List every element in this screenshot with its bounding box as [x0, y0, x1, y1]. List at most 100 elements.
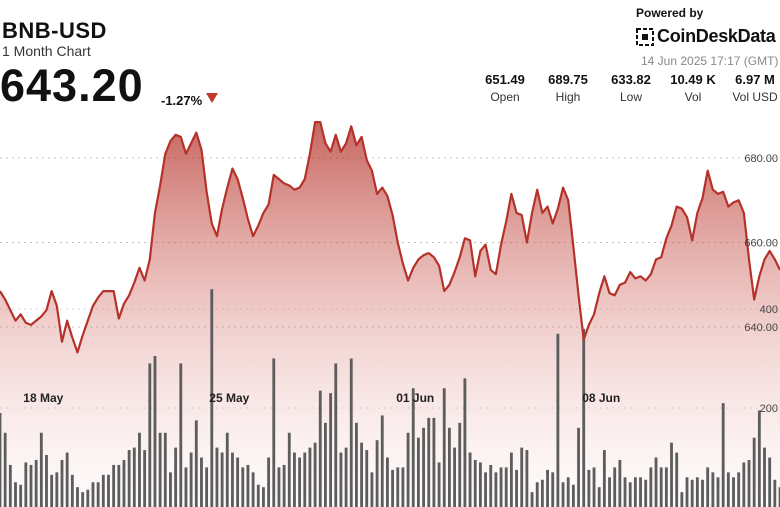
volume-bar	[220, 452, 224, 507]
stat-value: 633.82	[611, 72, 651, 87]
volume-bar	[380, 415, 384, 507]
volume-bar	[375, 440, 379, 507]
volume-bar	[339, 452, 343, 507]
volume-bar	[597, 487, 601, 507]
volume-bar	[701, 479, 704, 507]
volume-bar	[504, 467, 508, 507]
volume-bar	[453, 447, 456, 507]
volume-bar	[680, 492, 684, 507]
volume-bar	[14, 482, 17, 507]
volume-bar	[313, 442, 317, 507]
volume-bar	[0, 412, 2, 507]
volume-bar	[577, 427, 580, 507]
volume-bar	[561, 482, 565, 507]
volume-bar	[344, 447, 348, 507]
volume-bar	[484, 472, 487, 507]
volume-bar	[272, 358, 276, 507]
volume-bar	[34, 459, 38, 507]
volume-tick-label: 200	[760, 403, 778, 415]
volume-bar	[778, 487, 780, 507]
volume-bar	[463, 378, 467, 507]
volume-bar	[194, 420, 198, 507]
date-tick-label: 18 May	[23, 391, 63, 405]
volume-bar	[386, 457, 389, 507]
volume-bar	[530, 492, 534, 507]
price-tick-label: 660.00	[744, 238, 778, 250]
volume-bar	[334, 363, 338, 507]
volume-bar	[757, 410, 761, 507]
volume-bar	[468, 452, 472, 507]
stat-value: 6.97 M	[735, 72, 775, 87]
volume-bar	[298, 457, 302, 507]
volume-bar	[96, 482, 100, 507]
axis-labels: 640.00 660.00 680.00 200 400 18 May 25 May 01 J…	[23, 153, 778, 415]
volume-bars	[0, 289, 780, 507]
stat-high: 689.75 High	[533, 72, 603, 104]
volume-bar	[675, 452, 679, 507]
volume-bar	[158, 432, 162, 507]
volume-bar	[231, 452, 234, 507]
current-price: 643.20	[0, 60, 144, 111]
volume-bar	[365, 450, 369, 507]
volume-bar	[742, 462, 746, 507]
volume-bar	[241, 467, 245, 507]
volume-bar	[45, 455, 48, 507]
volume-bar	[582, 328, 586, 507]
volume-bar	[721, 403, 725, 507]
volume-bar	[659, 467, 663, 507]
stat-low: 633.82 Low	[596, 72, 666, 104]
volume-bar	[602, 450, 606, 507]
volume-bar	[81, 492, 85, 507]
volume-bar	[169, 472, 172, 507]
volume-bar	[29, 464, 33, 507]
volume-bar	[732, 477, 735, 507]
volume-bar	[608, 477, 611, 507]
volume-bar	[19, 484, 23, 507]
volume-bar	[318, 390, 322, 507]
volume-bar	[437, 462, 441, 507]
volume-bar	[478, 462, 482, 507]
volume-bar	[308, 447, 312, 507]
volume-bar	[649, 467, 653, 507]
volume-bar	[200, 457, 203, 507]
volume-bar	[695, 477, 699, 507]
volume-tick-label: 400	[760, 304, 778, 316]
price-change: -1.27%	[161, 93, 203, 108]
volume-bar	[267, 457, 271, 507]
volume-bar	[277, 467, 281, 507]
volume-bar	[349, 358, 353, 507]
volume-bar	[427, 417, 431, 507]
volume-bar	[143, 450, 147, 507]
volume-bar	[515, 469, 518, 507]
volume-bar	[303, 452, 307, 507]
price-tick-label: 640.00	[744, 322, 778, 334]
volume-bar	[401, 467, 405, 507]
volume-bar	[685, 477, 689, 507]
volume-bar	[65, 452, 69, 507]
volume-bar	[711, 472, 715, 507]
volume-bar	[644, 479, 648, 507]
volume-bar	[86, 489, 90, 507]
volume-bar	[489, 464, 493, 507]
volume-bar	[225, 432, 229, 507]
volume-bar	[70, 474, 74, 507]
stat-label: Vol	[684, 90, 702, 104]
volume-bar	[494, 472, 498, 507]
date-tick-label: 25 May	[209, 391, 249, 405]
volume-bar	[571, 484, 575, 507]
volume-bar	[246, 464, 250, 507]
volume-bar	[76, 487, 79, 507]
volume-bar	[639, 477, 642, 507]
powered-by-label: Powered by	[636, 6, 704, 20]
volume-bar	[153, 356, 157, 507]
volume-bar	[262, 487, 265, 507]
volume-bar	[215, 447, 219, 507]
volume-bar	[623, 477, 627, 507]
volume-bar	[416, 437, 420, 507]
down-arrow-icon	[206, 93, 218, 103]
volume-bar	[138, 432, 141, 507]
symbol-title: BNB-USD	[2, 18, 107, 43]
volume-bar	[24, 462, 28, 507]
brand-name: CoinDeskData	[657, 26, 776, 46]
